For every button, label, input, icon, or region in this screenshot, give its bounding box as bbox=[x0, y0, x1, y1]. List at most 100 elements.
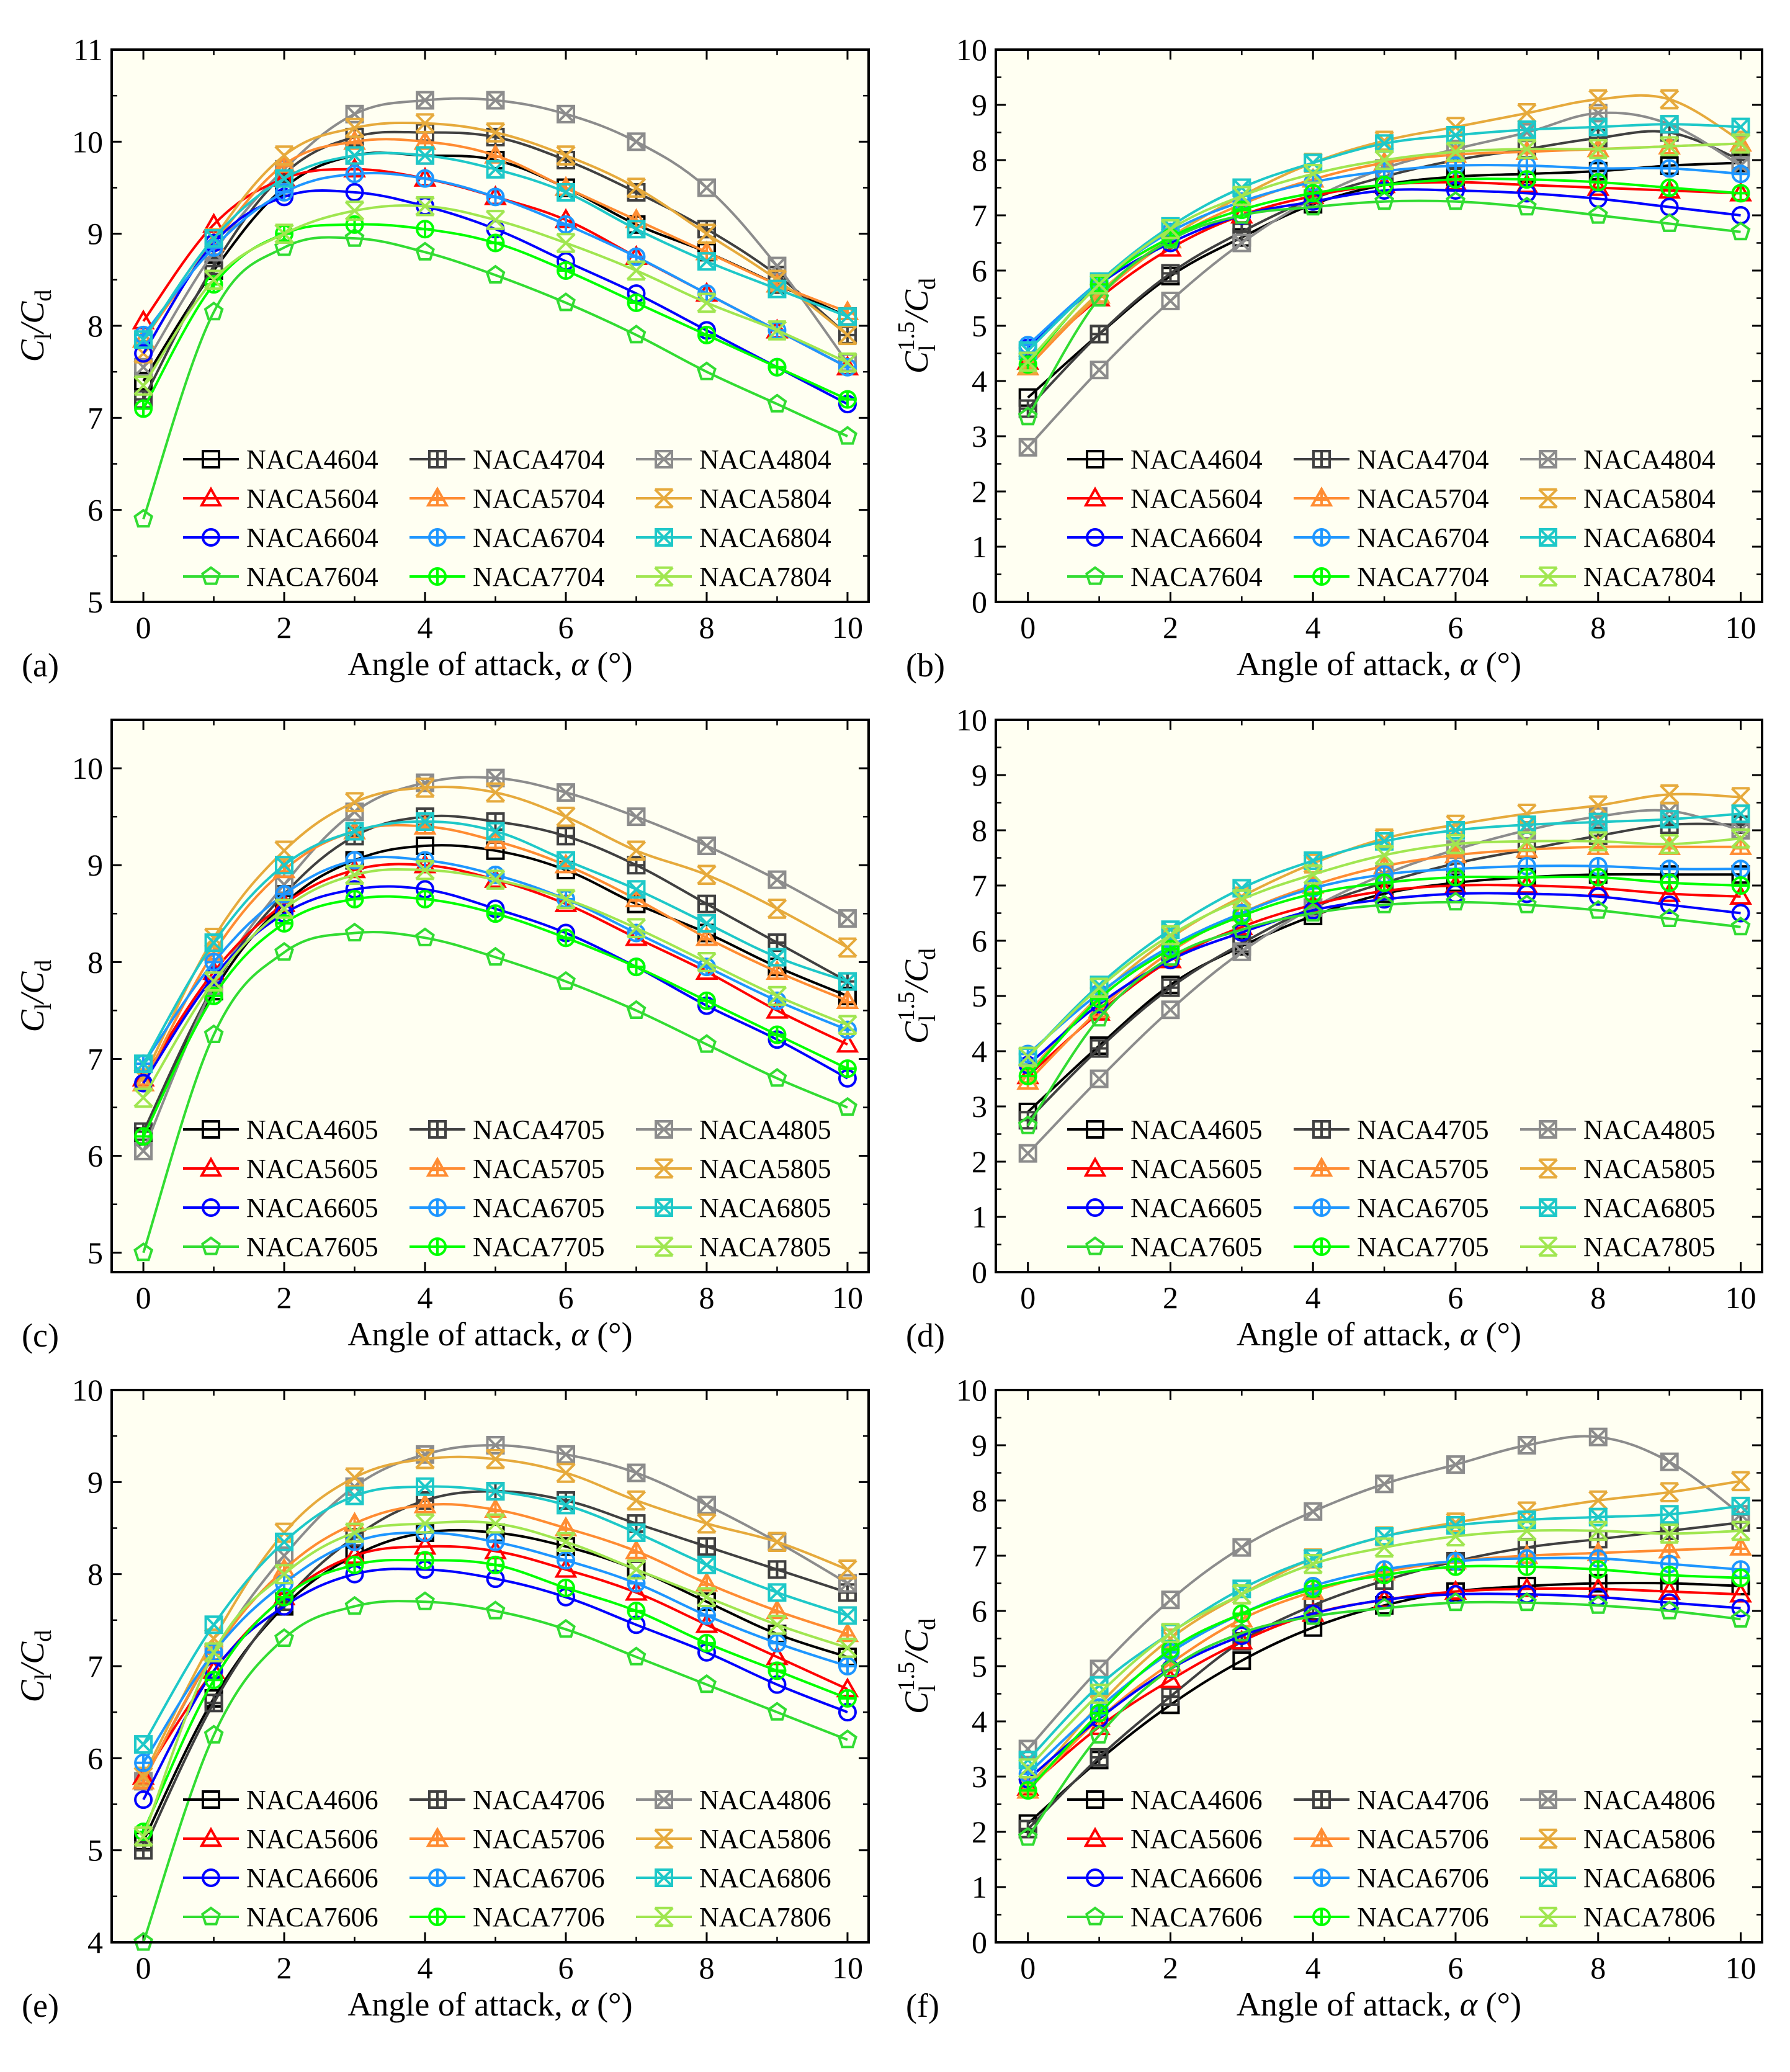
series-line bbox=[1027, 1504, 1741, 1761]
data-point bbox=[767, 985, 787, 1007]
legend-label: NACA6604 bbox=[1130, 522, 1263, 553]
x-tick-label: 2 bbox=[1163, 610, 1178, 645]
data-point bbox=[1731, 184, 1750, 203]
data-point bbox=[838, 352, 857, 373]
y-tick-label: 8 bbox=[87, 1557, 103, 1592]
y-tick-label: 7 bbox=[87, 1649, 103, 1684]
x-tick-label: 0 bbox=[136, 610, 151, 645]
x-tick-label: 2 bbox=[277, 1280, 292, 1315]
legend-label: NACA6605 bbox=[1130, 1193, 1263, 1223]
legend-label: NACA5706 bbox=[1357, 1824, 1489, 1854]
data-point bbox=[1232, 889, 1252, 910]
series-line bbox=[1027, 161, 1741, 399]
data-point bbox=[415, 241, 435, 261]
legend-label: NACA6606 bbox=[246, 1863, 378, 1893]
data-point bbox=[486, 159, 505, 179]
data-point bbox=[767, 357, 787, 377]
data-point bbox=[274, 1628, 294, 1648]
data-point bbox=[1018, 1144, 1037, 1163]
x-tick-label: 10 bbox=[1725, 610, 1756, 645]
data-point bbox=[1444, 170, 1467, 191]
data-point bbox=[1161, 978, 1180, 997]
data-point bbox=[1731, 1599, 1750, 1618]
data-point bbox=[627, 856, 646, 875]
data-point bbox=[486, 1482, 505, 1501]
legend-entry: NACA5806 bbox=[636, 1824, 831, 1854]
data-point bbox=[344, 792, 365, 813]
legend-entry: NACA7705 bbox=[409, 1232, 605, 1262]
series-NACA7806 bbox=[1018, 1520, 1751, 1778]
data-point bbox=[697, 223, 717, 244]
legend-label: NACA4704 bbox=[1357, 444, 1489, 475]
data-point bbox=[1446, 1557, 1465, 1576]
data-point bbox=[1232, 233, 1251, 253]
legend-entry: NACA5706 bbox=[409, 1824, 605, 1854]
data-point bbox=[838, 1689, 857, 1708]
data-point bbox=[697, 1674, 717, 1693]
data-point bbox=[345, 822, 364, 841]
panel-label: (e) bbox=[22, 1987, 59, 2024]
x-tick-label: 6 bbox=[558, 610, 574, 645]
data-point bbox=[557, 928, 575, 948]
series-NACA4806 bbox=[1018, 1427, 1750, 1759]
series-line bbox=[1027, 845, 1741, 1083]
y-tick-label: 6 bbox=[972, 253, 987, 288]
data-point bbox=[697, 1606, 716, 1625]
legend-entry: NACA5705 bbox=[409, 1154, 605, 1184]
data-point bbox=[697, 1496, 716, 1515]
data-point bbox=[557, 851, 575, 870]
series-line bbox=[1027, 123, 1741, 352]
y-tick-label: 10 bbox=[72, 124, 103, 159]
series-line bbox=[142, 1600, 848, 1943]
data-point bbox=[626, 325, 647, 344]
legend-entry: NACA7705 bbox=[1294, 1232, 1489, 1262]
chart-panel-c: 5 6 7 8 9 10 0 2 4 6 8 10 NACA4605 NACA4705 NACA4805 NA… bbox=[14, 719, 870, 1354]
series-line bbox=[1027, 1546, 1741, 1792]
legend-label: NACA7706 bbox=[1357, 1902, 1489, 1932]
data-point bbox=[1374, 894, 1395, 913]
series-line bbox=[1027, 792, 1741, 1074]
legend-entry: NACA5804 bbox=[1520, 483, 1716, 514]
x-tick-label: 4 bbox=[418, 610, 433, 645]
data-point bbox=[626, 1000, 647, 1019]
data-point bbox=[1588, 868, 1608, 887]
data-point bbox=[486, 1532, 505, 1551]
series-line bbox=[142, 151, 848, 341]
x-tick-label: 6 bbox=[558, 1280, 574, 1315]
data-point bbox=[1161, 291, 1180, 310]
data-point bbox=[556, 806, 576, 827]
data-point bbox=[416, 812, 435, 831]
legend-label: NACA4706 bbox=[473, 1785, 605, 1815]
data-point bbox=[344, 864, 365, 886]
y-tick-label: 2 bbox=[972, 474, 987, 509]
data-point bbox=[415, 859, 435, 881]
series-NACA5806 bbox=[133, 1448, 857, 1787]
data-point bbox=[1303, 196, 1323, 216]
legend-entry: NACA4706 bbox=[409, 1785, 605, 1815]
legend-entry: NACA6705 bbox=[409, 1193, 605, 1223]
legend-entry: NACA7704 bbox=[409, 562, 605, 592]
data-point bbox=[1588, 1560, 1608, 1579]
data-point bbox=[557, 261, 575, 280]
legend-label: NACA7605 bbox=[1130, 1232, 1263, 1262]
data-point bbox=[767, 870, 787, 889]
x-tick-label: 2 bbox=[277, 610, 292, 645]
legend-label: NACA5806 bbox=[699, 1824, 831, 1854]
data-point bbox=[626, 918, 647, 939]
data-point bbox=[697, 1034, 717, 1053]
data-point bbox=[1660, 810, 1679, 829]
data-point bbox=[557, 215, 575, 234]
data-point bbox=[1588, 887, 1608, 906]
data-point bbox=[486, 233, 505, 253]
data-point bbox=[485, 782, 506, 803]
data-point bbox=[627, 958, 646, 977]
data-point bbox=[838, 1059, 857, 1079]
series-line bbox=[142, 823, 848, 1084]
legend-entry: NACA6805 bbox=[1520, 1193, 1716, 1223]
x-tick-label: 4 bbox=[418, 1950, 433, 1985]
legend-entry: NACA4704 bbox=[1294, 444, 1489, 475]
legend-entry: NACA5806 bbox=[1520, 1824, 1716, 1854]
data-point bbox=[1232, 942, 1251, 961]
data-point bbox=[557, 1551, 575, 1570]
y-tick-label: 8 bbox=[972, 813, 987, 848]
